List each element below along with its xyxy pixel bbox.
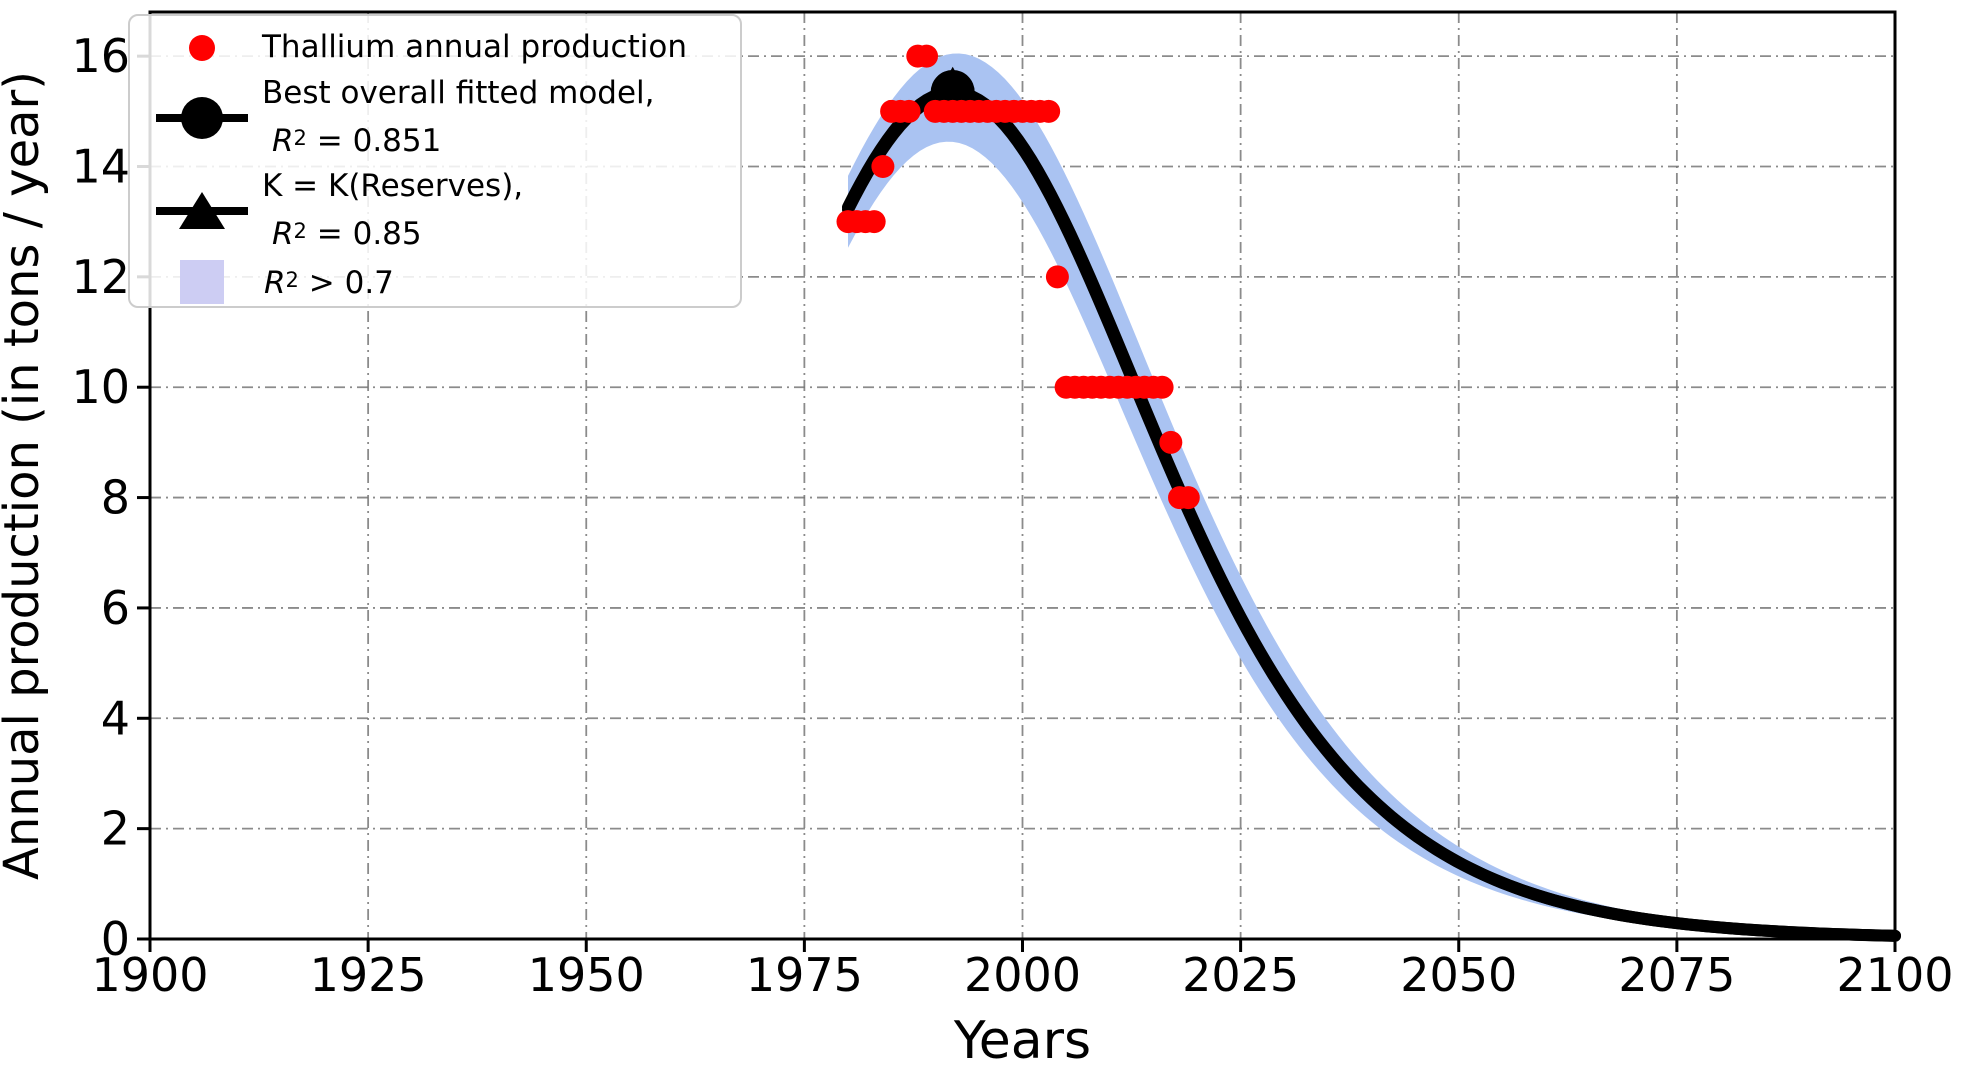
reserves-label-line1: K = K(Reserves), <box>262 168 524 205</box>
legend-item-best-fit: Best overall fitted model, R2 = 0.851 <box>150 71 740 164</box>
data-point <box>1150 375 1174 399</box>
r-symbol: R <box>272 216 294 253</box>
reserves-r2-line: R2 = 0.85 <box>262 209 523 257</box>
reserves-curve <box>842 88 1901 942</box>
legend-label-scatter: Thallium annual production <box>254 25 687 70</box>
data-point <box>871 155 895 178</box>
x-tick-label: 2100 <box>1836 948 1953 1002</box>
band-marker-swatch <box>150 257 254 306</box>
red-dot-icon <box>189 34 215 61</box>
legend-item-band: R2 > 0.7 <box>150 257 740 306</box>
y-tick-label: 12 <box>71 250 130 304</box>
data-point <box>1159 430 1183 454</box>
data-point <box>1045 265 1069 289</box>
confidence-band <box>848 53 1895 937</box>
y-tick-label: 14 <box>71 140 130 194</box>
y-tick-label: 8 <box>101 471 130 525</box>
circle-marker-icon <box>181 96 223 139</box>
legend-item-scatter: Thallium annual production <box>150 24 740 71</box>
data-point <box>1176 486 1200 510</box>
data-point <box>915 44 939 68</box>
r2-value: > 0.7 <box>298 264 394 301</box>
r-exponent: 2 <box>293 126 307 151</box>
best-fit-marker-swatch <box>150 71 254 164</box>
r-exponent: 2 <box>293 219 307 244</box>
y-tick-label: 4 <box>101 691 130 745</box>
y-tick-label: 10 <box>71 360 130 414</box>
band-r2-line: R2 > 0.7 <box>262 258 394 306</box>
data-point <box>1037 99 1061 123</box>
band-square-icon <box>180 259 224 304</box>
x-tick-label: 1925 <box>310 948 427 1002</box>
y-axis-label: Annual production (in tons / year) <box>0 71 50 880</box>
x-axis-label: Years <box>953 1011 1091 1071</box>
best-fit-label-line1: Best overall fitted model, <box>262 75 655 112</box>
x-tick-label: 2075 <box>1618 948 1735 1002</box>
x-tick-label: 2025 <box>1182 948 1299 1002</box>
y-tick-label: 2 <box>101 802 130 856</box>
x-tick-label: 2050 <box>1400 948 1517 1002</box>
x-tick-label: 2000 <box>964 948 1081 1002</box>
legend-item-reserves: K = K(Reserves), R2 = 0.85 <box>150 164 740 257</box>
y-tick-label: 0 <box>101 912 130 966</box>
best-fit-r2-line: R2 = 0.851 <box>262 116 655 164</box>
reserves-marker-swatch <box>150 164 254 257</box>
r2-value: = 0.851 <box>306 123 442 160</box>
x-tick-label: 1950 <box>528 948 645 1002</box>
legend-label-band: R2 > 0.7 <box>254 258 394 306</box>
r2-value: = 0.85 <box>306 216 422 253</box>
triangle-marker-icon <box>179 192 225 230</box>
r-exponent: 2 <box>285 267 299 292</box>
r-symbol: R <box>264 264 286 301</box>
r-symbol: R <box>272 123 294 160</box>
legend-label-scatter-text: Thallium annual production <box>262 29 687 66</box>
data-point <box>897 99 921 123</box>
data-point <box>862 210 886 234</box>
x-tick-label: 1975 <box>746 948 863 1002</box>
legend-label-reserves: K = K(Reserves), R2 = 0.85 <box>254 164 523 257</box>
y-tick-label: 16 <box>71 29 130 83</box>
legend-label-best-fit: Best overall fitted model, R2 = 0.851 <box>254 71 655 164</box>
legend: Thallium annual production Best overall … <box>128 14 742 308</box>
y-tick-label: 6 <box>101 581 130 635</box>
scatter-marker-swatch <box>150 24 254 71</box>
x-tick-label: 1900 <box>91 948 208 1002</box>
